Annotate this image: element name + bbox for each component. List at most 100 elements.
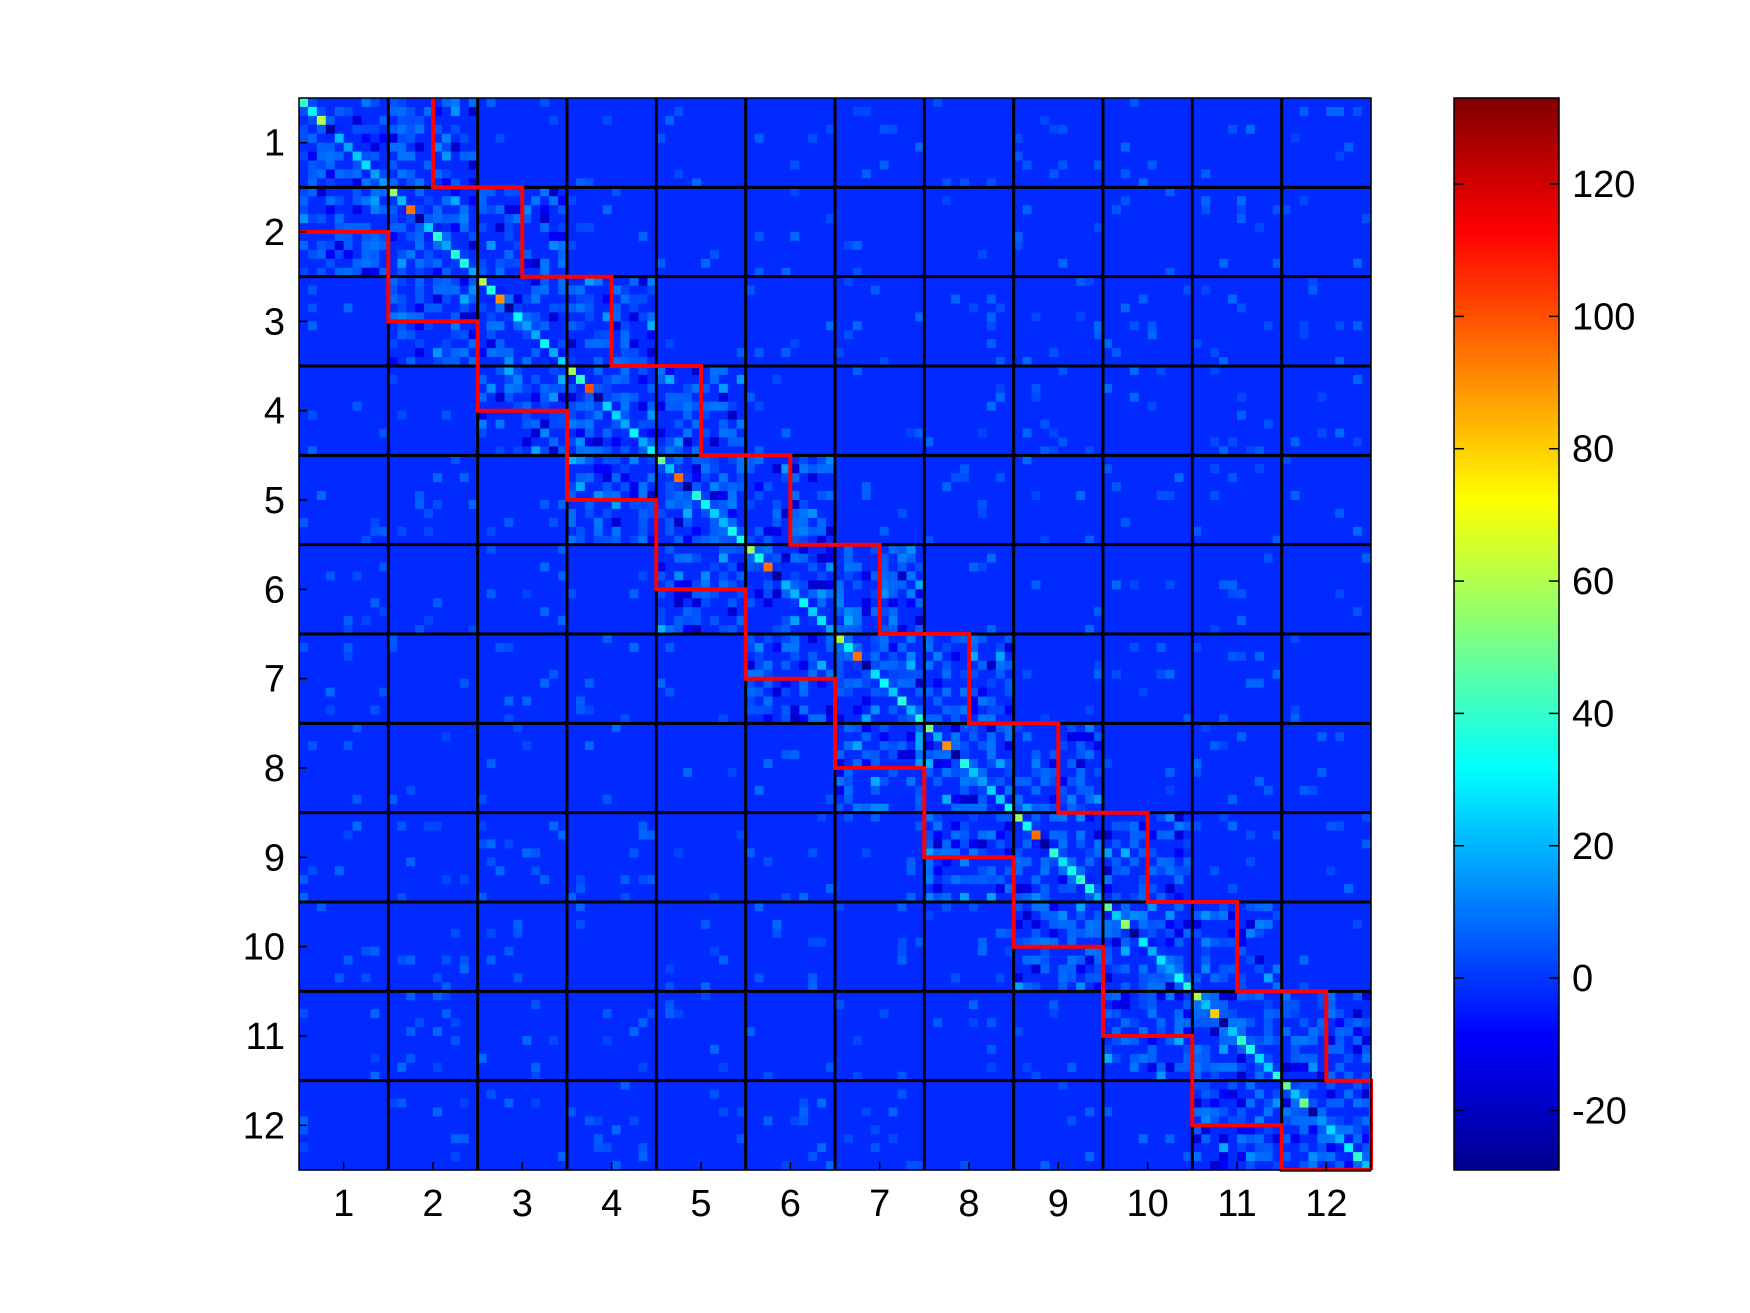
heatmap-cell (1076, 392, 1086, 403)
heatmap-cell (861, 410, 872, 421)
heatmap-cell (1067, 142, 1077, 153)
heatmap-cell (772, 187, 782, 197)
heatmap-cell (692, 205, 702, 215)
heatmap-cell (995, 455, 1006, 465)
heatmap-cell (1174, 348, 1184, 358)
heatmap-cell (1237, 321, 1247, 331)
heatmap-cell (745, 214, 756, 224)
heatmap-cell (745, 366, 756, 376)
heatmap-cell (602, 142, 613, 153)
heatmap-cell (1067, 285, 1077, 296)
heatmap-cell (924, 374, 934, 385)
heatmap-cell (933, 374, 943, 385)
heatmap-cell (575, 205, 586, 215)
heatmap-cell (1156, 339, 1167, 349)
heatmap-cell (540, 348, 550, 358)
heatmap-cell (665, 142, 675, 153)
heatmap-cell (1058, 339, 1068, 349)
heatmap-cell (1138, 321, 1149, 331)
heatmap-cell (406, 321, 416, 331)
heatmap-cell (486, 464, 497, 474)
heatmap-cell (781, 187, 791, 197)
heatmap-cell (468, 187, 479, 197)
heatmap-cell (1290, 214, 1301, 224)
heatmap-cell (1111, 267, 1122, 278)
heatmap-cell (665, 294, 675, 305)
heatmap-cell (343, 106, 354, 117)
heatmap-cell (549, 455, 559, 465)
heatmap-cell (897, 303, 908, 313)
heatmap-cell (1156, 303, 1167, 313)
heatmap-cell (406, 437, 416, 447)
heatmap-cell (468, 285, 479, 296)
heatmap-cell (852, 115, 863, 126)
heatmap-cell (397, 285, 407, 296)
heatmap-cell (763, 133, 774, 144)
heatmap-cell (388, 124, 398, 135)
heatmap-cell (1344, 419, 1354, 430)
heatmap-cell (540, 428, 550, 439)
heatmap-cell (325, 240, 336, 251)
heatmap-cell (736, 160, 747, 171)
heatmap-cell (701, 249, 711, 260)
heatmap-cell (379, 160, 389, 171)
heatmap-cell (1362, 401, 1372, 412)
heatmap-cell (906, 133, 916, 144)
heatmap-cell (495, 428, 506, 439)
heatmap-cell (424, 276, 434, 287)
heatmap-cell (718, 312, 729, 322)
heatmap-cell (1245, 169, 1256, 179)
heatmap-cell (441, 249, 452, 260)
heatmap-cell (495, 169, 506, 179)
heatmap-cell (951, 437, 961, 447)
heatmap-cell (1245, 133, 1256, 144)
heatmap-cell (647, 419, 657, 430)
heatmap-cell (299, 410, 309, 421)
heatmap-cell (370, 321, 380, 331)
heatmap-cell (343, 428, 354, 439)
heatmap-cell (1049, 169, 1059, 179)
heatmap-cell (504, 258, 514, 269)
heatmap-cell (388, 392, 398, 403)
heatmap-cell (415, 330, 425, 340)
heatmap-cell (602, 169, 613, 179)
heatmap-cell (513, 223, 523, 233)
heatmap-cell (709, 392, 720, 403)
heatmap-cell (406, 366, 416, 376)
heatmap-cell (647, 312, 657, 322)
heatmap-cell (736, 455, 747, 465)
heatmap-cell (415, 249, 425, 260)
heatmap-cell (674, 437, 684, 447)
heatmap-cell (1219, 151, 1229, 162)
heatmap-cell (1174, 98, 1184, 108)
heatmap-cell (450, 374, 461, 385)
heatmap-cell (307, 133, 318, 144)
heatmap-cell (334, 223, 345, 233)
heatmap-cell (1022, 214, 1033, 224)
heatmap-cell (1076, 401, 1086, 412)
heatmap-cell (584, 401, 595, 412)
heatmap-cell (620, 169, 631, 179)
heatmap-cell (915, 437, 925, 447)
heatmap-cell (1245, 196, 1256, 206)
heatmap-cell (826, 133, 836, 144)
heatmap-cell (951, 133, 961, 144)
heatmap-cell (513, 321, 523, 331)
heatmap-cell (388, 151, 398, 162)
heatmap-cell (575, 285, 586, 296)
heatmap-cell (870, 151, 881, 162)
heatmap-cell (504, 455, 514, 465)
heatmap-cell (897, 339, 908, 349)
heatmap-cell (388, 428, 398, 439)
heatmap-cell (531, 366, 541, 376)
heatmap-cell (299, 330, 309, 340)
heatmap-cell (1192, 267, 1202, 278)
heatmap-cell (477, 223, 488, 233)
heatmap-cell (1192, 428, 1202, 439)
heatmap-cell (1192, 169, 1202, 179)
heatmap-cell (1174, 401, 1184, 412)
heatmap-cell (1299, 357, 1310, 367)
heatmap-cell (1362, 455, 1372, 465)
heatmap-cell (1156, 205, 1167, 215)
heatmap-cell (593, 249, 604, 260)
